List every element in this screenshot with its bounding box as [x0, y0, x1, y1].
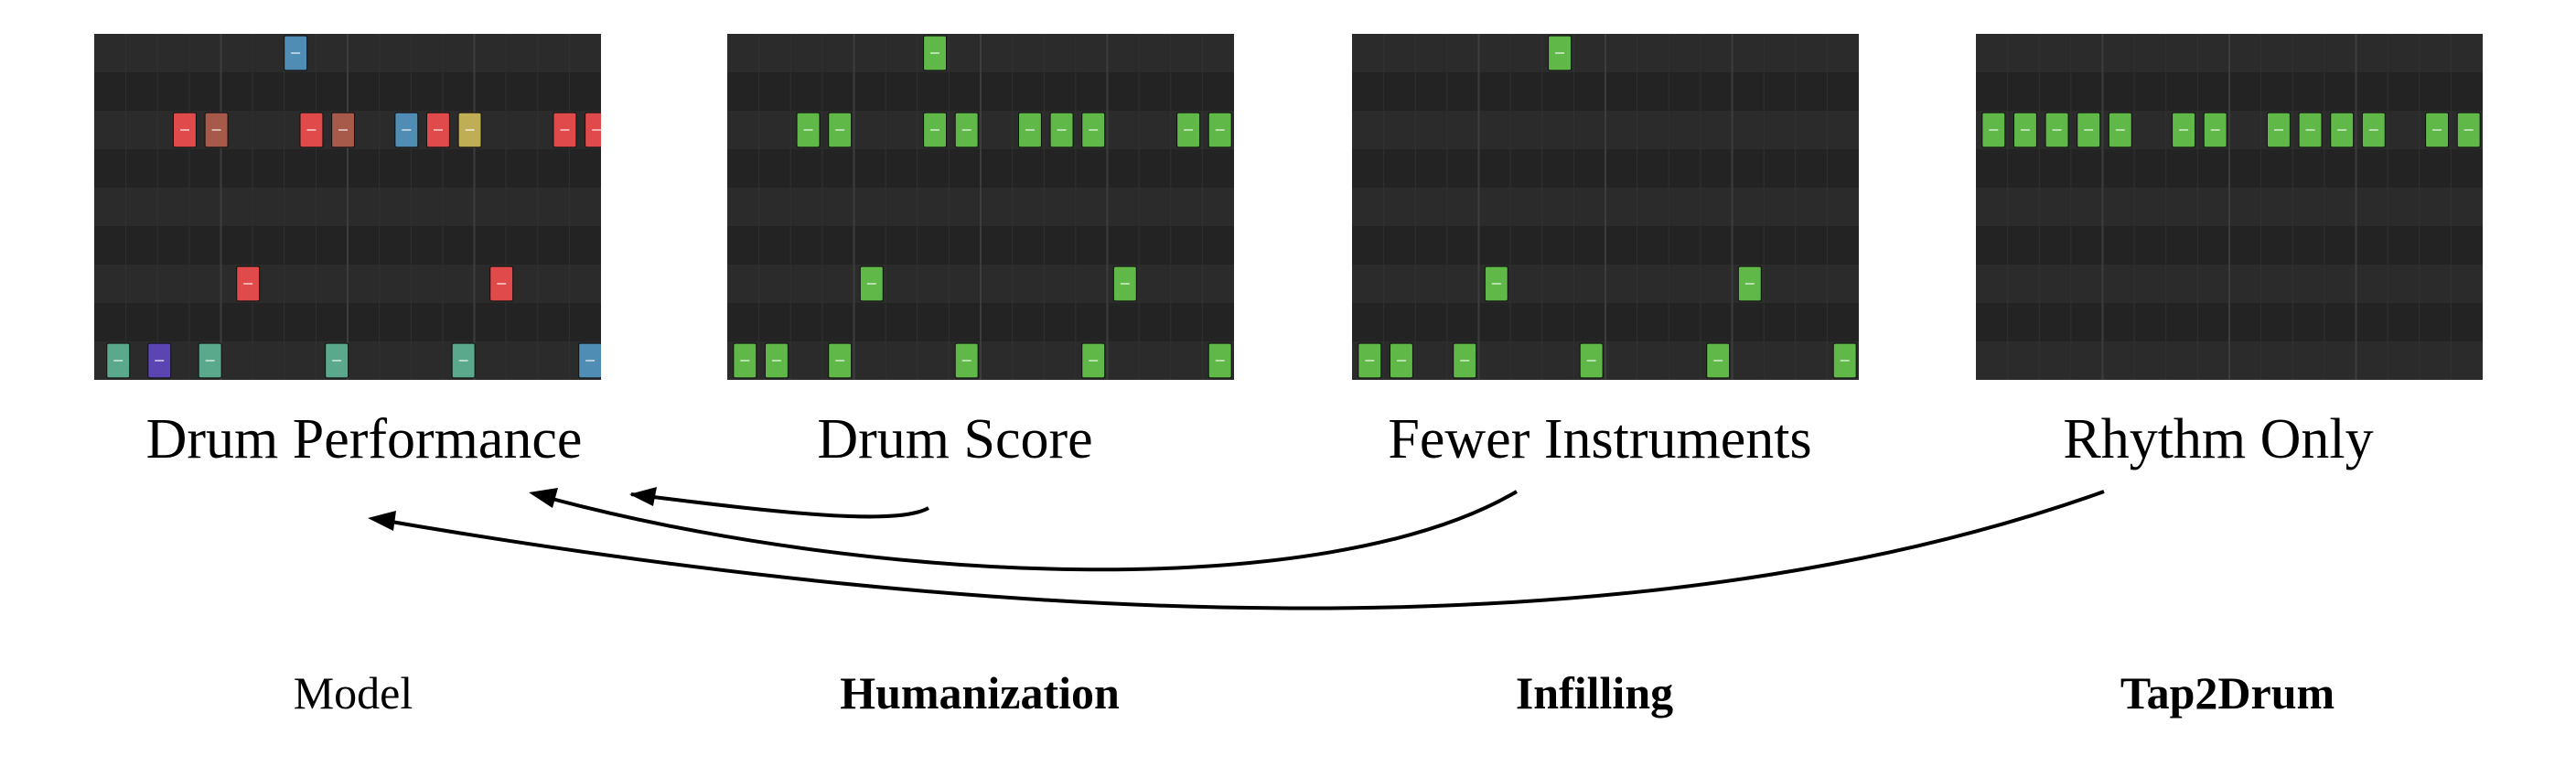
task-humanization: Humanization	[840, 667, 1120, 719]
caption-fewer-instruments: Fewer Instruments	[1388, 408, 1812, 470]
caption-drum-performance: Drum Performance	[145, 408, 583, 470]
arrow-infilling	[534, 490, 1519, 572]
task-infilling: Infilling	[1515, 667, 1674, 719]
piano-roll-svg	[1976, 34, 2483, 380]
task-tap2drum: Tap2Drum	[2120, 667, 2335, 719]
arrowhead-infilling	[529, 488, 558, 508]
piano-roll-svg	[1352, 34, 1859, 380]
caption-drum-score: Drum Score	[817, 408, 1093, 470]
arrowhead-humanization	[629, 487, 657, 506]
piano-roll-drum-performance	[94, 34, 601, 380]
caption-rhythm-only: Rhythm Only	[2063, 408, 2374, 470]
arrowhead-tap2drum	[368, 511, 396, 531]
piano-roll-svg	[727, 34, 1234, 380]
piano-roll-drum-score	[727, 34, 1234, 380]
task-model: Model	[293, 667, 413, 719]
piano-roll-rhythm-only	[1976, 34, 2483, 380]
arrow-humanization	[630, 492, 929, 519]
arrow-tap2drum	[374, 490, 2105, 611]
piano-roll-svg	[94, 34, 601, 380]
piano-roll-fewer-instruments	[1352, 34, 1859, 380]
